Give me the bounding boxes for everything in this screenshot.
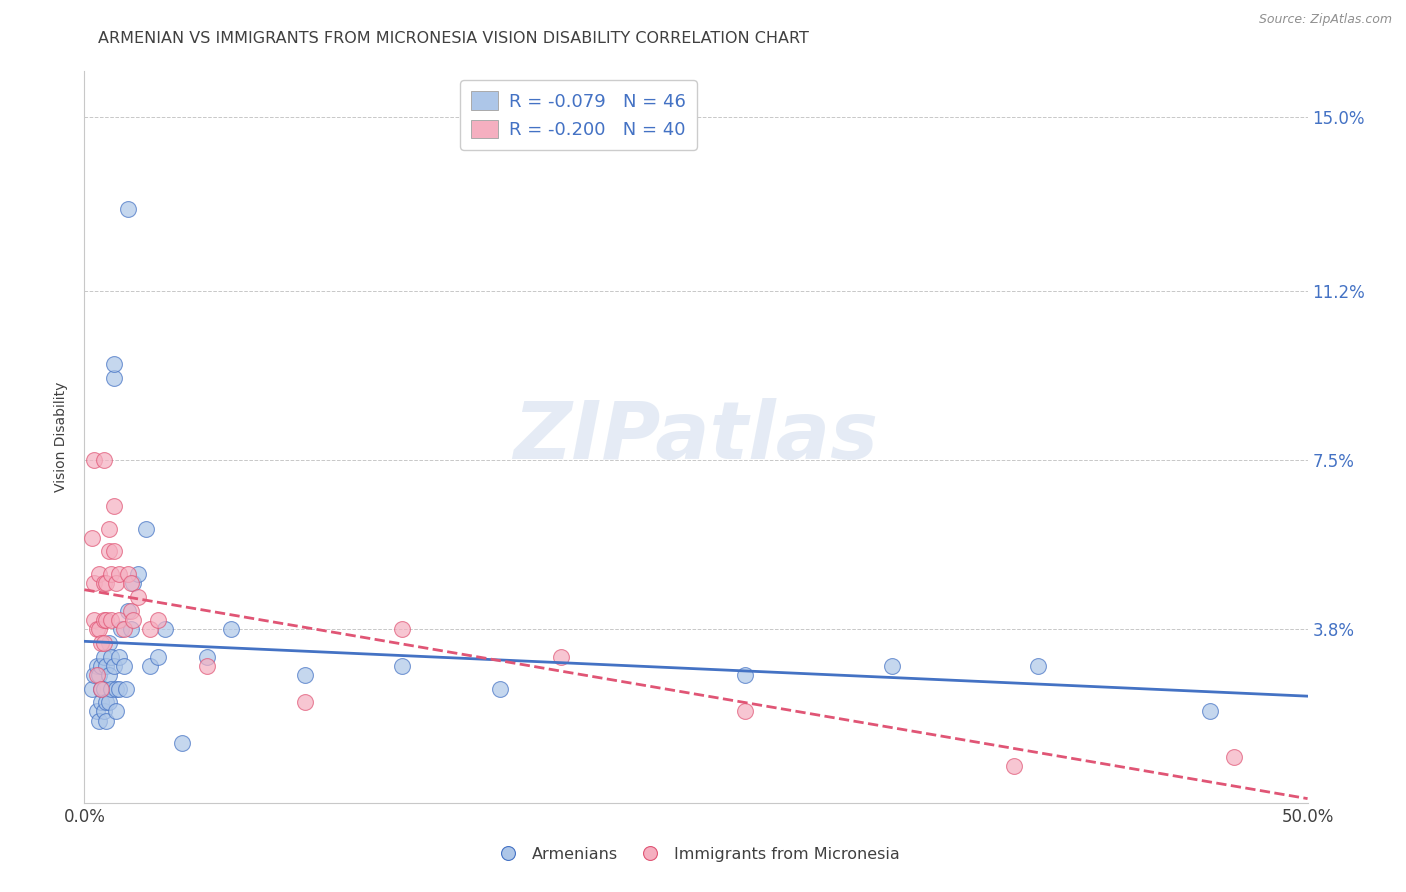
Point — [97, 667, 120, 681]
Point — [93, 705, 115, 719]
Point — [103, 499, 125, 513]
Point — [146, 613, 169, 627]
Point — [103, 658, 125, 673]
Point — [122, 576, 145, 591]
Point — [139, 622, 162, 636]
Point — [86, 705, 108, 719]
Point — [105, 576, 128, 591]
Point — [1198, 705, 1220, 719]
Y-axis label: Vision Disability: Vision Disability — [55, 382, 69, 492]
Point — [87, 667, 110, 681]
Point — [80, 681, 103, 696]
Point — [83, 667, 105, 681]
Point — [107, 567, 129, 582]
Point — [97, 695, 120, 709]
Point — [97, 521, 120, 535]
Point — [93, 636, 115, 650]
Point — [103, 544, 125, 558]
Point — [117, 567, 139, 582]
Point — [86, 667, 108, 681]
Point — [90, 658, 112, 673]
Legend: Armenians, Immigrants from Micronesia: Armenians, Immigrants from Micronesia — [485, 840, 907, 868]
Point — [1002, 759, 1025, 773]
Point — [146, 649, 169, 664]
Point — [120, 604, 142, 618]
Point — [100, 613, 122, 627]
Point — [172, 736, 194, 750]
Point — [100, 681, 122, 696]
Point — [127, 590, 149, 604]
Point — [90, 681, 112, 696]
Text: ARMENIAN VS IMMIGRANTS FROM MICRONESIA VISION DISABILITY CORRELATION CHART: ARMENIAN VS IMMIGRANTS FROM MICRONESIA V… — [98, 31, 810, 46]
Point — [96, 658, 118, 673]
Point — [100, 649, 122, 664]
Point — [219, 622, 242, 636]
Point — [83, 453, 105, 467]
Point — [127, 567, 149, 582]
Point — [87, 714, 110, 728]
Point — [80, 531, 103, 545]
Point — [550, 649, 572, 664]
Point — [96, 613, 118, 627]
Point — [135, 521, 157, 535]
Point — [391, 622, 413, 636]
Point — [489, 681, 512, 696]
Point — [93, 576, 115, 591]
Point — [734, 667, 756, 681]
Point — [83, 613, 105, 627]
Point — [93, 649, 115, 664]
Point — [117, 604, 139, 618]
Point — [103, 370, 125, 384]
Point — [1028, 658, 1050, 673]
Text: Source: ZipAtlas.com: Source: ZipAtlas.com — [1258, 13, 1392, 27]
Point — [105, 705, 128, 719]
Point — [195, 649, 218, 664]
Text: ZIPatlas: ZIPatlas — [513, 398, 879, 476]
Point — [90, 695, 112, 709]
Point — [139, 658, 162, 673]
Point — [120, 576, 142, 591]
Point — [294, 667, 316, 681]
Point — [1223, 750, 1246, 764]
Point — [96, 576, 118, 591]
Point — [87, 622, 110, 636]
Point — [100, 567, 122, 582]
Point — [195, 658, 218, 673]
Point — [117, 202, 139, 216]
Point — [93, 681, 115, 696]
Point — [880, 658, 903, 673]
Point — [294, 695, 316, 709]
Point — [96, 695, 118, 709]
Point — [112, 622, 135, 636]
Point — [93, 613, 115, 627]
Point — [97, 544, 120, 558]
Point — [734, 705, 756, 719]
Point — [115, 681, 138, 696]
Point — [112, 658, 135, 673]
Point — [105, 681, 128, 696]
Point — [86, 658, 108, 673]
Point — [103, 357, 125, 371]
Point — [107, 649, 129, 664]
Point — [153, 622, 176, 636]
Point — [86, 622, 108, 636]
Point — [110, 622, 132, 636]
Point — [96, 714, 118, 728]
Point — [120, 622, 142, 636]
Point — [97, 636, 120, 650]
Point — [122, 613, 145, 627]
Point — [83, 576, 105, 591]
Point — [93, 453, 115, 467]
Point — [90, 681, 112, 696]
Point — [107, 681, 129, 696]
Point — [391, 658, 413, 673]
Point — [107, 613, 129, 627]
Point — [90, 636, 112, 650]
Point — [87, 567, 110, 582]
